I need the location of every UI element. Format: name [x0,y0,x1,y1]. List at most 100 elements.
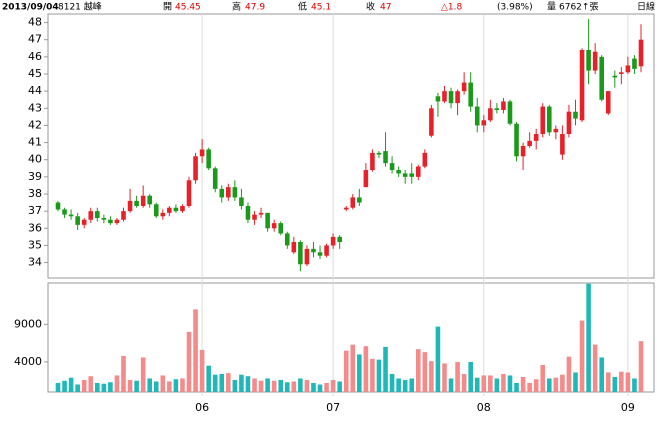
high: 47.9 [245,3,265,13]
y-tick-label: 43 [28,101,42,114]
candle-body [337,236,342,242]
candle-body [199,149,205,157]
candle-body [75,216,80,225]
volume-bar [330,379,336,392]
volume-bar [442,363,447,392]
candle-body [226,187,231,198]
vol-tick-label: 9000 [14,317,42,330]
candle-body [140,195,146,206]
candle-body [474,106,480,126]
y-tick-label: 41 [28,136,42,149]
y-tick-label: 46 [28,50,42,63]
volume-bar [376,359,382,392]
volume-bar [114,375,120,392]
volume-bar [193,309,198,392]
period: 日線 [637,1,655,13]
candle-body [357,197,362,203]
candle-body [167,207,172,213]
candle-body [507,101,513,124]
volume-bar [173,379,179,392]
date: 2013/09/04 [2,3,59,13]
y-tick-label: 47 [28,33,42,46]
y-tick-label: 45 [28,67,42,80]
candle-body [343,207,349,210]
candle-body [553,128,559,133]
y-tick-label: 42 [28,118,42,131]
candle-body [284,233,290,246]
volume-bar [147,378,153,392]
volume-bar [271,380,277,392]
volume-bar [383,346,388,392]
low-label: 低 [298,1,307,13]
volume-bar [298,378,303,392]
volume-bar [180,378,185,392]
candle-body [409,173,415,177]
candle-body [81,219,87,225]
y-tick-label: 34 [28,256,42,269]
y-tick-label: 35 [28,238,42,251]
volume-bar [167,381,172,392]
candle-body [560,134,565,155]
candle-body [68,214,74,217]
y-tick-label: 44 [28,84,42,97]
volume-bar [494,378,500,392]
candle-body [147,195,153,205]
volume-bar [55,382,61,392]
y-tick-label: 36 [28,221,42,234]
volume-bar [88,376,94,392]
candle-body [363,170,369,188]
candle-body [298,242,303,265]
volume-bar [612,376,618,392]
candle-body [619,72,624,74]
candle-body [461,82,467,92]
volume-bar [481,375,487,392]
volume-bar [619,371,624,392]
candle-body [455,91,460,104]
candle-body [520,146,526,157]
volume-bar [429,361,434,392]
volume-bar [212,374,218,392]
candle-body [311,248,316,253]
volume-bar [363,346,369,392]
volume-bar [284,382,290,392]
candle-body [527,140,532,146]
volume-bar [540,364,546,392]
volume-bar [311,382,316,392]
volume-bar [415,349,421,392]
volume-bar [435,326,441,392]
volume-bar [488,375,493,392]
candle-body [304,248,310,265]
volume-bar [461,373,467,392]
volume-bar [258,380,264,392]
volume-label: 量 [547,2,556,13]
candle-body [435,96,441,102]
candle-body [370,152,375,170]
volume-bar [337,381,342,392]
candle-body [448,91,454,104]
candle-body [481,120,487,126]
volume-bar [324,382,329,392]
volume-bar [62,380,67,392]
volume-bar [127,379,133,392]
volume-bar [75,384,80,392]
volume-bar [468,361,473,392]
volume-bar [278,379,284,392]
candle-body [62,209,67,215]
x-tick-label: 06 [195,401,209,414]
volume-bar [527,382,532,392]
volume-bar [560,374,565,392]
candle-body [494,108,500,110]
volume-bar [474,377,480,392]
candle-body [632,58,637,69]
volume-bar [304,379,310,392]
volume-bar [81,379,87,392]
volume-bar [350,344,356,392]
candle-body [389,163,395,170]
volume-bar [402,379,408,392]
candle-body [127,200,133,212]
candle-body [599,56,604,100]
candle-body [212,168,218,189]
stock: 8121 越峰 [58,1,102,13]
volume-bar [592,344,598,392]
candle-body [219,188,225,198]
